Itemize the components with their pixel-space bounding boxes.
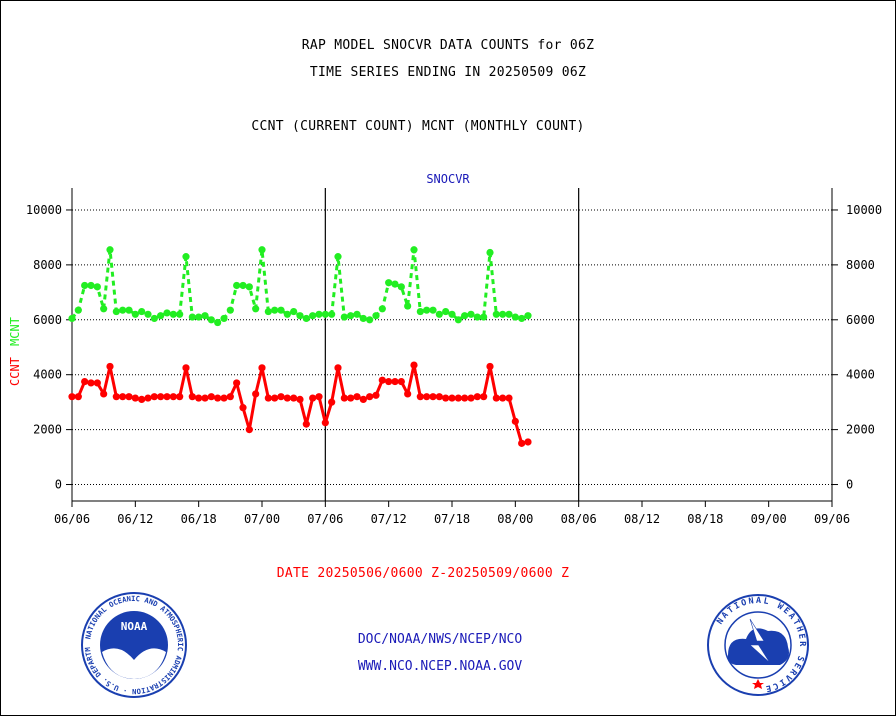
y-axis-label-mcnt: MCNT bbox=[8, 317, 22, 346]
nws-logo: NATIONAL WEATHER SERVICE bbox=[707, 594, 809, 696]
noaa-logo: NATIONAL OCEANIC AND ATMOSPHERIC ADMINIS… bbox=[79, 590, 187, 698]
chart-title-line3: CCNT (CURRENT COUNT) MCNT (MONTHLY COUNT… bbox=[251, 119, 585, 134]
chart-title-line2: TIME SERIES ENDING IN 20250509 06Z bbox=[309, 65, 587, 80]
org-credit: DOC/NOAA/NWS/NCEP/NCO bbox=[357, 632, 523, 647]
series-title: SNOCVR bbox=[426, 172, 470, 186]
chart-title-line1: RAP MODEL SNOCVR DATA COUNTS for 06Z bbox=[301, 38, 595, 53]
noaa-center-text: NOAA bbox=[121, 620, 148, 633]
y-axis-label-ccnt: CCNT bbox=[8, 357, 22, 386]
y-axis-label: CCNT MCNT bbox=[8, 317, 22, 386]
date-range-label: DATE 20250506/0600 Z-20250509/0600 Z bbox=[276, 566, 570, 581]
website-link[interactable]: WWW.NCO.NCEP.NOAA.GOV bbox=[357, 659, 523, 674]
